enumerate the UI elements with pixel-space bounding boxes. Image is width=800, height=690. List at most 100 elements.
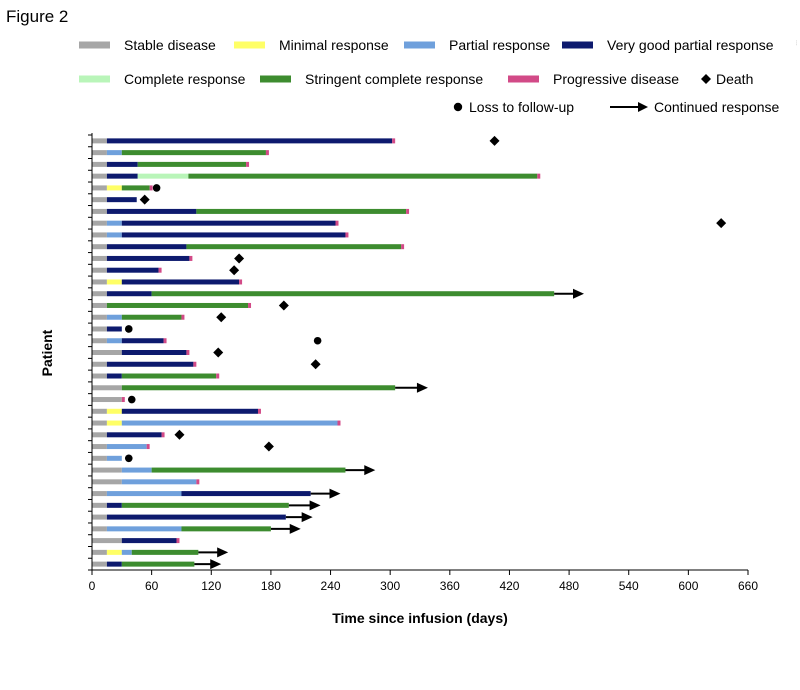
continued-arrow xyxy=(288,500,321,511)
bar-segment-stable xyxy=(92,455,107,461)
bar-segment-vgpr xyxy=(121,538,177,544)
legend: Stable disease Minimal response Partial re… xyxy=(79,37,780,115)
legend-swatch-stable xyxy=(79,41,110,49)
bar-segment-stringent xyxy=(137,161,247,167)
legend-item-death: Death xyxy=(701,71,753,87)
legend-label-loss: Loss to follow-up xyxy=(469,99,574,115)
bar-segment-stringent xyxy=(106,302,249,308)
bar-segment-stable xyxy=(92,208,107,214)
bar-segment-partial xyxy=(121,420,338,426)
bar-segment-stringent xyxy=(188,173,538,179)
bar-segment-stable xyxy=(92,150,107,156)
legend-diamond-icon xyxy=(701,74,711,84)
continued-arrow xyxy=(310,488,341,499)
bar-segment-vgpr xyxy=(121,279,240,285)
legend-label-death: Death xyxy=(716,71,753,87)
legend-item-continued: Continued response xyxy=(610,99,780,115)
y-axis-title: Patient xyxy=(39,329,55,376)
continued-arrow xyxy=(285,512,313,523)
patient-row-18 xyxy=(92,336,322,345)
legend-item-loss: Loss to follow-up xyxy=(453,99,574,115)
bar-segment-stable xyxy=(92,538,122,544)
continued-arrow xyxy=(270,523,301,534)
bar-segment-partial xyxy=(106,444,147,450)
patient-row-8 xyxy=(92,218,727,229)
loss-marker xyxy=(124,325,133,333)
bar-segment-stable xyxy=(92,479,122,485)
bar-segment-stable xyxy=(92,326,107,332)
patient-row-10 xyxy=(92,244,405,250)
patient-row-9 xyxy=(92,232,349,238)
bar-segment-stable xyxy=(92,444,107,450)
x-tick-label: 300 xyxy=(380,579,400,593)
legend-label-continued: Continued response xyxy=(654,99,780,115)
bar-segment-vgpr xyxy=(106,373,122,379)
bar-segment-vgpr xyxy=(106,361,194,367)
bar-segment-progressive xyxy=(193,361,197,367)
bar-segment-stable xyxy=(92,502,107,508)
death-marker xyxy=(174,429,185,440)
bar-segment-minimal xyxy=(106,279,122,285)
bar-segment-stringent xyxy=(121,314,182,320)
bar-segment-vgpr xyxy=(106,208,197,214)
x-tick-label: 420 xyxy=(499,579,519,593)
bar-segment-progressive xyxy=(176,538,180,544)
patient-row-31 xyxy=(92,488,341,499)
bar-segment-stable xyxy=(92,267,107,273)
side-note: ... xyxy=(794,40,800,46)
bar-segment-stringent xyxy=(186,244,402,250)
x-tick-label: 480 xyxy=(559,579,579,593)
bar-segment-vgpr xyxy=(106,267,159,273)
bar-segment-stable xyxy=(92,255,107,261)
bar-segment-minimal xyxy=(106,408,122,414)
bar-segment-partial xyxy=(106,220,122,226)
bar-segment-stable xyxy=(92,514,107,520)
legend-item-progressive: Progressive disease xyxy=(508,71,679,87)
bar-segment-stable xyxy=(92,161,107,167)
bar-segment-partial xyxy=(121,549,132,555)
bar-segment-stable xyxy=(92,291,107,297)
loss-marker xyxy=(124,454,133,463)
death-marker xyxy=(263,441,274,452)
bar-segment-minimal xyxy=(106,549,122,555)
legend-item-stringent: Stringent complete response xyxy=(260,71,483,87)
bar-segment-stringent xyxy=(181,526,271,532)
legend-circle-icon xyxy=(453,102,463,112)
x-tick-label: 360 xyxy=(440,579,460,593)
patient-row-36 xyxy=(92,547,229,558)
death-marker xyxy=(139,194,150,205)
patient-row-35 xyxy=(92,538,180,544)
bar-segment-stringent xyxy=(121,561,195,567)
patient-row-11 xyxy=(92,253,245,264)
patient-row-7 xyxy=(92,208,410,214)
continued-arrow xyxy=(345,465,376,476)
legend-item-minimal: Minimal response xyxy=(234,37,389,53)
bar-segment-stable xyxy=(92,302,107,308)
patient-row-20 xyxy=(92,359,321,370)
bar-segment-stable xyxy=(92,432,107,438)
legend-swatch-stringent xyxy=(260,75,291,83)
bar-segment-stringent xyxy=(196,208,407,214)
bar-segment-vgpr xyxy=(121,220,336,226)
loss-marker xyxy=(127,395,136,404)
bar-segment-stable xyxy=(92,138,107,144)
bar-segment-progressive xyxy=(537,173,541,179)
bar-segment-vgpr xyxy=(106,326,122,332)
bar-segment-partial xyxy=(106,338,122,344)
bar-segment-stable xyxy=(92,385,122,391)
figure-label: Figure 2 xyxy=(6,7,68,26)
patient-row-23 xyxy=(92,395,136,404)
legend-item-stable: Stable disease xyxy=(79,37,216,53)
bar-segment-stable xyxy=(92,491,107,497)
bar-segment-stable xyxy=(92,244,107,250)
death-marker xyxy=(234,253,245,264)
bar-segment-partial xyxy=(106,150,122,156)
bar-segment-progressive xyxy=(149,185,153,191)
bar-segment-vgpr xyxy=(106,255,190,261)
legend-label-complete: Complete response xyxy=(124,71,246,87)
death-marker xyxy=(310,359,321,370)
death-marker xyxy=(278,300,289,311)
patient-row-15 xyxy=(92,300,289,311)
death-marker xyxy=(229,265,240,276)
legend-label-stringent: Stringent complete response xyxy=(305,71,483,87)
